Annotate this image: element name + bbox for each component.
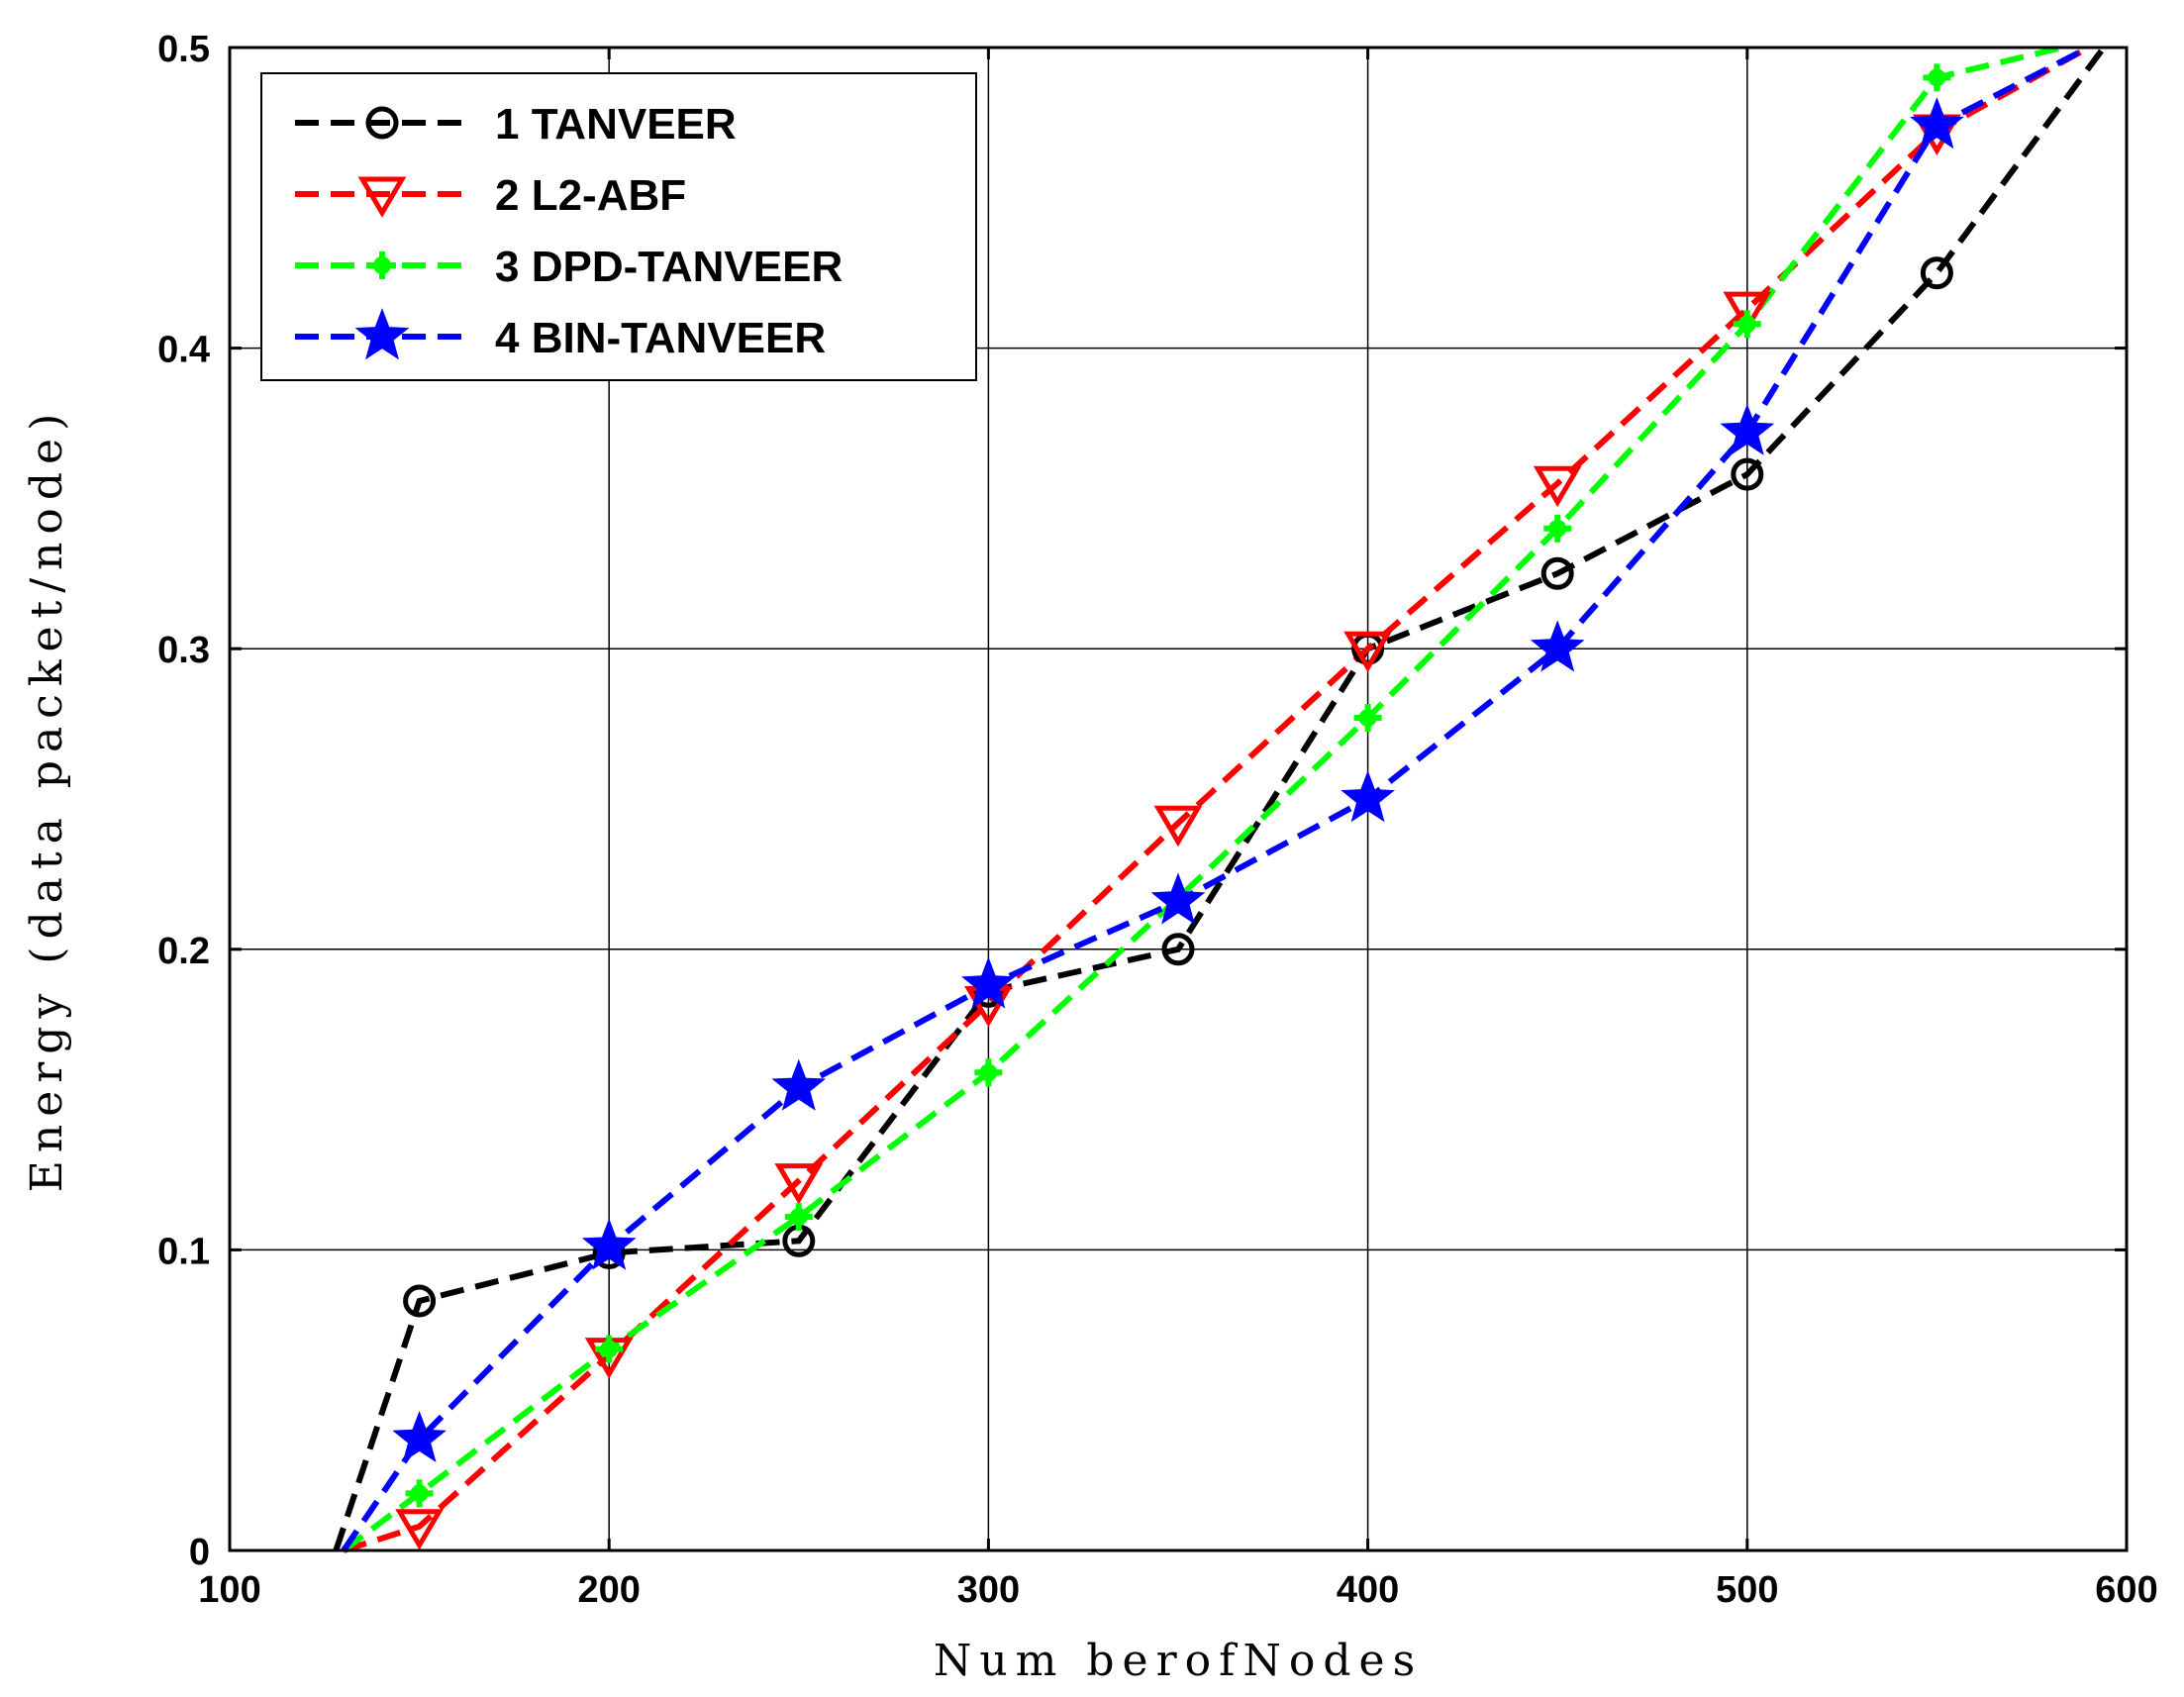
- plot-frame: [228, 46, 2129, 1552]
- series-1-point: [1540, 556, 1574, 590]
- legend-marker: [365, 106, 399, 140]
- series-markers: [392, 63, 1964, 1550]
- legend-item: 1 TANVEER: [295, 100, 737, 149]
- legend-label: 2 L2-ABF: [495, 171, 686, 220]
- series-4-point: [961, 956, 1016, 1009]
- series-1-line: [333, 46, 2107, 1551]
- series-4-point: [581, 1218, 637, 1270]
- series-4-point: [1720, 403, 1775, 455]
- x-tick-label: 200: [577, 1569, 640, 1611]
- y-tick-label: 0.5: [157, 29, 210, 70]
- series-4-point: [1530, 620, 1585, 672]
- y-tick-label: 0: [189, 1532, 210, 1573]
- series-3-point: [1543, 514, 1572, 543]
- series-1-point: [1731, 457, 1764, 491]
- ticks: [228, 46, 2129, 1552]
- series-2-point: [774, 1163, 824, 1205]
- x-tick-label: 500: [1716, 1569, 1778, 1611]
- series-2-point: [395, 1509, 444, 1550]
- series-4-point: [1910, 97, 1964, 150]
- x-tick-label: 100: [198, 1569, 260, 1611]
- series-3-line: [342, 45, 2063, 1553]
- legend-item: 2 L2-ABF: [295, 171, 686, 220]
- legend: 1 TANVEER 2 L2-ABF 3 DPD-TANVEER 4 BIN-TANV…: [260, 72, 977, 381]
- legend-label: 3 DPD-TANVEER: [495, 243, 843, 291]
- legend-item: 4 BIN-TANVEER: [295, 308, 826, 362]
- series-3-point: [1923, 63, 1951, 92]
- legend-marker: [357, 176, 407, 218]
- y-tick-label: 0.3: [157, 630, 210, 671]
- series-3-point: [784, 1203, 813, 1232]
- series-4-point: [392, 1410, 447, 1462]
- series-3-point: [595, 1335, 624, 1363]
- legend-marker: [368, 251, 396, 279]
- series-3-point: [974, 1058, 1003, 1087]
- y-axis-label: Energy (data packet/node): [22, 406, 72, 1192]
- legend-marker: [354, 308, 410, 360]
- series-2-point: [1533, 465, 1582, 508]
- series-2-line: [343, 45, 2091, 1553]
- series-4-point: [771, 1058, 827, 1111]
- x-axis-label: Num berofNodes: [934, 1636, 1423, 1686]
- series-2-point: [1343, 631, 1392, 673]
- tick-labels: 100 200 300 400 500 600 0 0.1 0.2 0.3 0.4 0.5: [157, 29, 2158, 1611]
- series-3-point: [1733, 310, 1761, 339]
- y-tick-label: 0.2: [157, 931, 210, 972]
- series-4-point: [1150, 872, 1206, 925]
- series-2-point: [1153, 805, 1203, 848]
- x-tick-label: 600: [2095, 1569, 2157, 1611]
- series-1-point: [1920, 256, 1953, 290]
- series-1-point: [1161, 933, 1195, 966]
- series-3-point: [405, 1479, 434, 1508]
- y-tick-label: 0.4: [157, 330, 210, 371]
- legend-item: 3 DPD-TANVEER: [295, 243, 843, 291]
- y-tick-label: 0.1: [157, 1231, 210, 1272]
- series-2-point: [1723, 291, 1772, 334]
- series-4-point: [1340, 770, 1395, 823]
- x-tick-label: 400: [1337, 1569, 1399, 1611]
- series-1-point: [403, 1284, 437, 1318]
- legend-label: 1 TANVEER: [495, 100, 737, 149]
- x-tick-label: 300: [957, 1569, 1020, 1611]
- series-3-point: [1353, 704, 1382, 733]
- legend-label: 4 BIN-TANVEER: [495, 314, 826, 362]
